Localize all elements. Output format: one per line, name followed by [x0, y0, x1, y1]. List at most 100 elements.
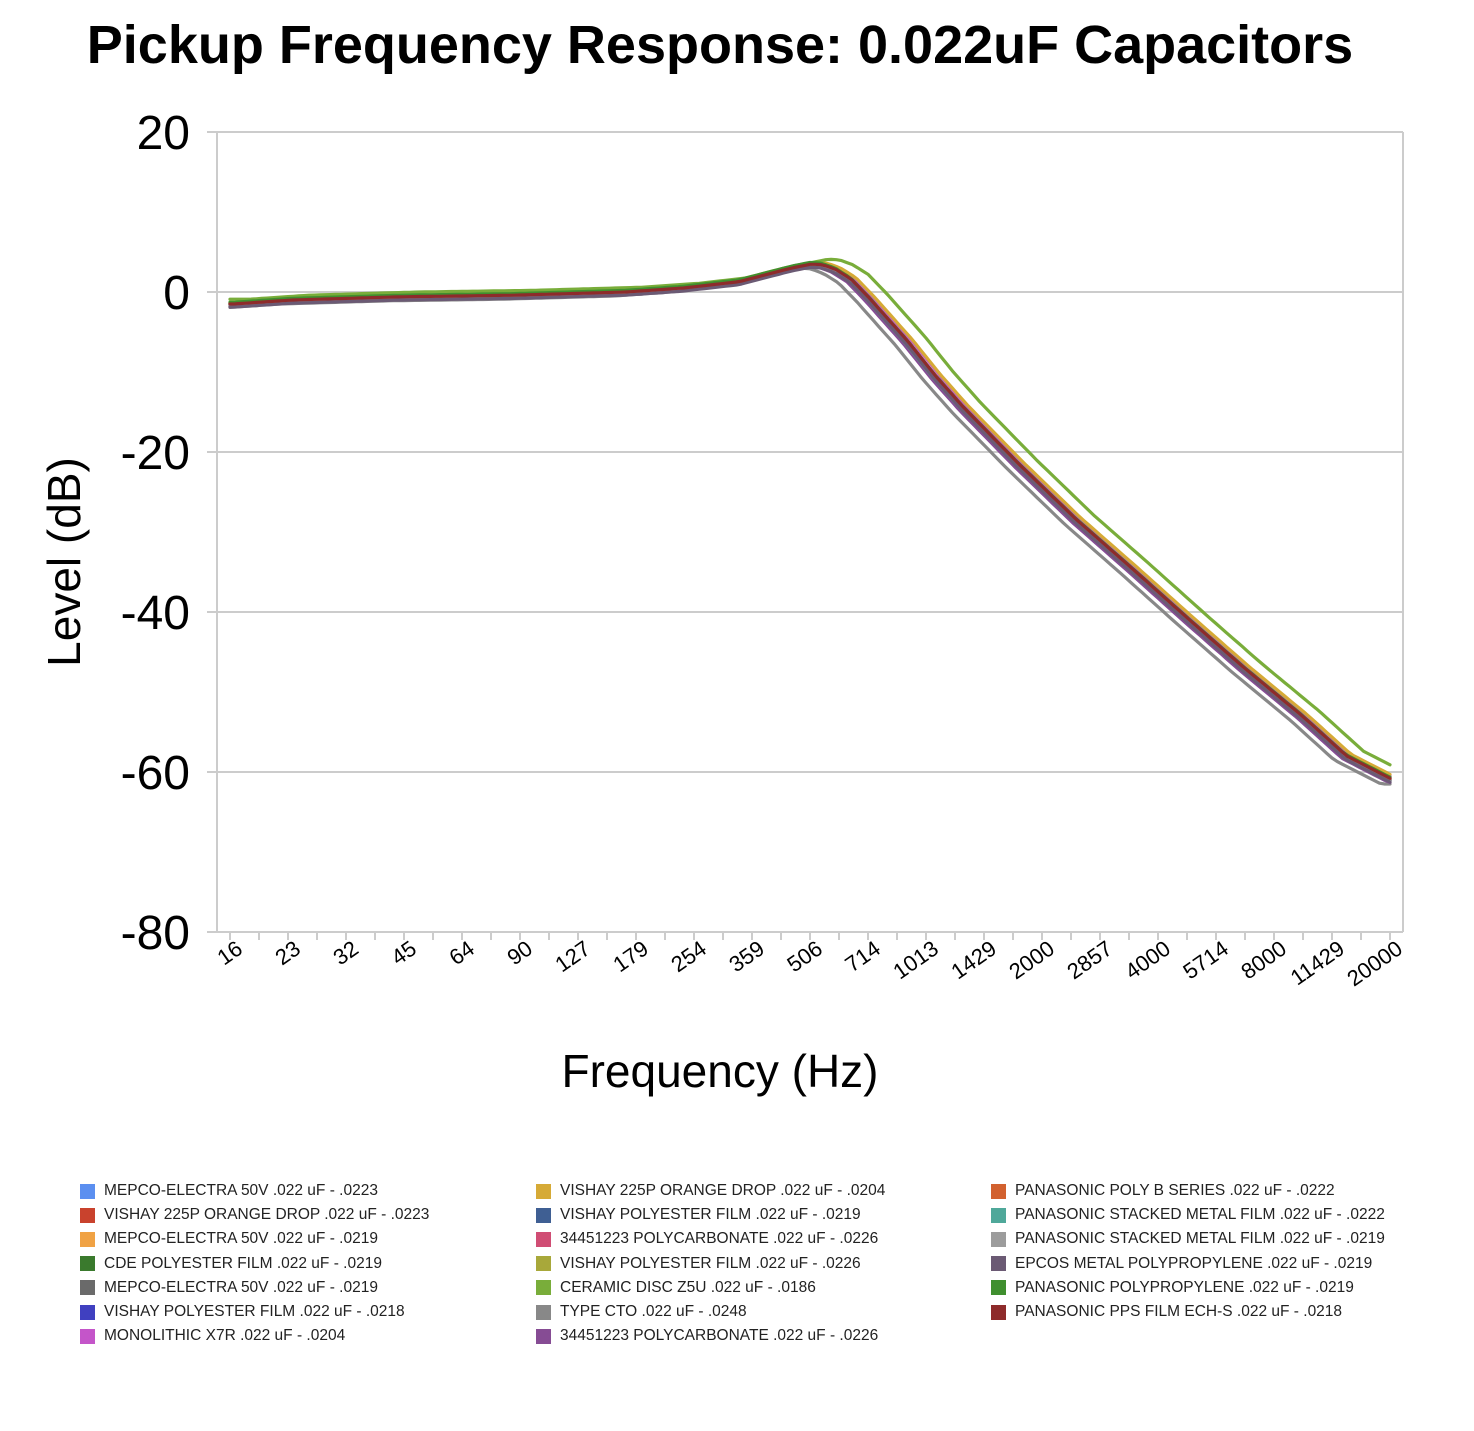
legend-item: VISHAY 225P ORANGE DROP .022 uF - .0204 — [536, 1181, 885, 1201]
legend-item: PANASONIC STACKED METAL FILM .022 uF - .… — [991, 1229, 1385, 1249]
legend-label: CERAMIC DISC Z5U .022 uF - .0186 — [560, 1278, 816, 1296]
chart-title: Pickup Frequency Response: 0.022uF Capac… — [86, 15, 1354, 75]
y-axis-label: Level (dB) — [38, 457, 90, 667]
legend-label: VISHAY POLYESTER FILM .022 uF - .0226 — [560, 1254, 861, 1272]
series-line-3 — [228, 262, 1392, 781]
legend-swatch — [991, 1183, 1006, 1199]
legend-label: EPCOS METAL POLYPROPYLENE .022 uF - .021… — [1015, 1254, 1373, 1272]
legend-item: CDE POLYESTER FILM .022 uF - .0219 — [80, 1254, 382, 1274]
x-axis-label: Frequency (Hz) — [562, 1045, 879, 1097]
y-axis-ticks: 20 0 -20 -40 -60 -80 — [121, 107, 217, 960]
x-axis-ticks: 16 23 32 45 64 90 127 179 254 359 506 714 1013 1429 20… — [212, 932, 1407, 992]
legend-label: PANASONIC POLYPROPYLENE .022 uF - .0219 — [1015, 1278, 1354, 1296]
legend-swatch — [536, 1231, 551, 1247]
y-tick-label: -80 — [121, 907, 190, 960]
series-line-15 — [228, 262, 1392, 782]
legend-swatch — [536, 1183, 551, 1199]
legend-item: PANASONIC PPS FILM ECH-S .022 uF - .0218 — [991, 1302, 1342, 1322]
series-line-7 — [228, 262, 1392, 778]
legend-swatch — [536, 1280, 551, 1296]
series-line-13 — [228, 266, 1392, 786]
legend-item: 34451223 POLYCARBONATE .022 uF - .0226 — [536, 1326, 878, 1346]
legend-swatch — [80, 1256, 95, 1272]
series-line-5 — [228, 264, 1392, 782]
series-line-6 — [228, 265, 1392, 783]
legend-label: VISHAY POLYESTER FILM .022 uF - .0219 — [560, 1206, 861, 1224]
x-tick-label: 20000 — [1342, 936, 1406, 992]
legend-swatch — [80, 1304, 95, 1320]
series-line-14 — [228, 265, 1392, 784]
y-tick-label: 0 — [163, 267, 190, 320]
legend-item: MEPCO-ELECTRA 50V .022 uF - .0219 — [80, 1229, 378, 1249]
legend-item: PANASONIC POLYPROPYLENE .022 uF - .0219 — [991, 1278, 1354, 1298]
legend-swatch — [80, 1328, 95, 1344]
legend-label: TYPE CTO .022 uF - .0248 — [560, 1303, 747, 1320]
legend-swatch — [991, 1231, 1006, 1247]
series-line-16 — [228, 263, 1392, 783]
legend-swatch — [536, 1328, 551, 1344]
x-tick-label: 32 — [328, 936, 362, 971]
legend-swatch — [991, 1256, 1006, 1272]
legend-label: CDE POLYESTER FILM .022 uF - .0219 — [104, 1254, 382, 1272]
legend-label: 34451223 POLYCARBONATE .022 uF - .0226 — [560, 1230, 879, 1248]
series-line-19 — [228, 260, 1392, 779]
x-tick-label: 23 — [270, 936, 304, 971]
gridlines — [217, 131, 1403, 933]
x-tick-label: 2000 — [1004, 936, 1058, 985]
legend-swatch — [80, 1207, 95, 1223]
x-tick-label: 2857 — [1062, 936, 1116, 985]
legend-item: VISHAY POLYESTER FILM .022 uF - .0219 — [536, 1205, 861, 1225]
legend-swatch — [536, 1256, 551, 1272]
legend-label: PANASONIC POLY B SERIES .022 uF - .0222 — [1015, 1182, 1335, 1199]
x-tick-label: 1429 — [946, 936, 1000, 985]
legend-label: 34451223 POLYCARBONATE .022 uF - .0226 — [560, 1327, 879, 1345]
series-line-1 — [228, 262, 1392, 782]
legend-item: PANASONIC POLY B SERIES .022 uF - .0222 — [991, 1181, 1335, 1201]
legend-item: MEPCO-ELECTRA 50V .022 uF - .0219 — [80, 1278, 378, 1298]
legend-label: VISHAY 225P ORANGE DROP .022 uF - .0204 — [560, 1182, 886, 1199]
legend-swatch — [536, 1304, 551, 1320]
x-tick-label: 127 — [550, 936, 594, 978]
legend-label: MONOLITHIC X7R .022 uF - .0204 — [104, 1327, 346, 1345]
legend-item: MONOLITHIC X7R .022 uF - .0204 — [80, 1326, 345, 1346]
plot-frame — [216, 132, 1404, 933]
legend-item: TYPE CTO .022 uF - .0248 — [536, 1302, 747, 1322]
legend-item: VISHAY 225P ORANGE DROP .022 uF - .0223 — [80, 1205, 429, 1225]
legend-item: 34451223 POLYCARBONATE .022 uF - .0226 — [536, 1229, 878, 1249]
legend-label: MEPCO-ELECTRA 50V .022 uF - .0223 — [104, 1182, 378, 1199]
legend-label: MEPCO-ELECTRA 50V .022 uF - .0219 — [104, 1230, 378, 1248]
series-line-12 — [228, 257, 1392, 767]
series-line-4 — [228, 261, 1392, 780]
series-line-17 — [228, 264, 1392, 782]
legend-label: PANASONIC STACKED METAL FILM .022 uF - .… — [1015, 1206, 1385, 1224]
x-tick-label: 506 — [782, 936, 826, 978]
legend-item: PANASONIC STACKED METAL FILM .022 uF - .… — [991, 1205, 1385, 1225]
y-tick-label: -20 — [121, 427, 190, 480]
x-tick-label: 8000 — [1236, 936, 1290, 985]
legend-swatch — [80, 1231, 95, 1247]
x-tick-label: 254 — [666, 936, 710, 978]
x-tick-label: 359 — [724, 936, 768, 978]
x-tick-label: 179 — [608, 936, 652, 978]
series-line-11 — [228, 261, 1392, 781]
legend-item: CERAMIC DISC Z5U .022 uF - .0186 — [536, 1278, 816, 1298]
x-tick-label: 714 — [840, 936, 884, 978]
x-tick-label: 5714 — [1178, 936, 1232, 985]
legend-swatch — [991, 1207, 1006, 1223]
x-tick-label: 45 — [386, 936, 420, 971]
x-tick-label: 11429 — [1286, 936, 1349, 991]
series-line-8 — [228, 261, 1392, 776]
x-tick-label: 1013 — [888, 936, 942, 985]
legend-swatch — [536, 1207, 551, 1223]
legend-swatch — [991, 1280, 1006, 1296]
legend-item: VISHAY POLYESTER FILM .022 uF - .0226 — [536, 1254, 861, 1274]
series-line-18 — [228, 265, 1392, 784]
legend-item: MEPCO-ELECTRA 50V .022 uF - .0223 — [80, 1181, 378, 1201]
y-tick-label: -60 — [121, 747, 190, 800]
series-line-9 — [228, 263, 1392, 782]
legend-label: PANASONIC PPS FILM ECH-S .022 uF - .0218 — [1015, 1303, 1343, 1320]
x-tick-label: 4000 — [1120, 936, 1174, 985]
series-lines — [228, 257, 1392, 786]
legend-item: VISHAY POLYESTER FILM .022 uF - .0218 — [80, 1302, 405, 1322]
